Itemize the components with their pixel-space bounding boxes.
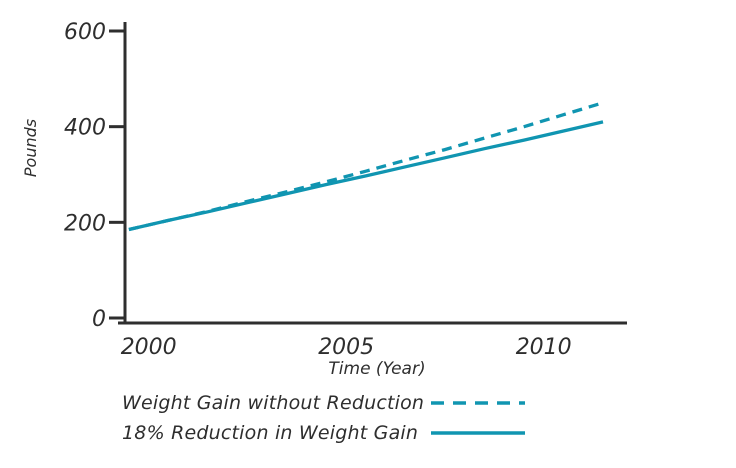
solid-line-sample bbox=[431, 431, 525, 435]
y-axis-title: Pounds bbox=[21, 119, 40, 177]
y-tick-label: 400 bbox=[64, 116, 106, 141]
x-tick-label: 2005 bbox=[318, 335, 374, 360]
dashed-line-sample bbox=[431, 401, 525, 405]
solid-series-line bbox=[128, 120, 604, 232]
chart-legend: Weight Gain without Reduction 18% Reduct… bbox=[122, 391, 527, 445]
x-tick-label: 2000 bbox=[121, 335, 177, 360]
legend-item-18-percent-reduction: 18% Reduction in Weight Gain bbox=[122, 421, 527, 445]
legend-label-without-reduction: Weight Gain without Reduction bbox=[122, 392, 425, 414]
y-tick-label: 200 bbox=[64, 211, 106, 236]
y-tick-label: 0 bbox=[92, 307, 106, 332]
x-tick-label: 2010 bbox=[516, 335, 572, 360]
y-tick-label: 600 bbox=[64, 20, 106, 45]
legend-item-weight-gain-without-reduction: Weight Gain without Reduction bbox=[122, 391, 527, 415]
legend-label-18-percent-reduction: 18% Reduction in Weight Gain bbox=[122, 422, 419, 444]
x-axis-title: Time (Year) bbox=[328, 359, 425, 379]
dashed-series-line bbox=[128, 101, 604, 232]
